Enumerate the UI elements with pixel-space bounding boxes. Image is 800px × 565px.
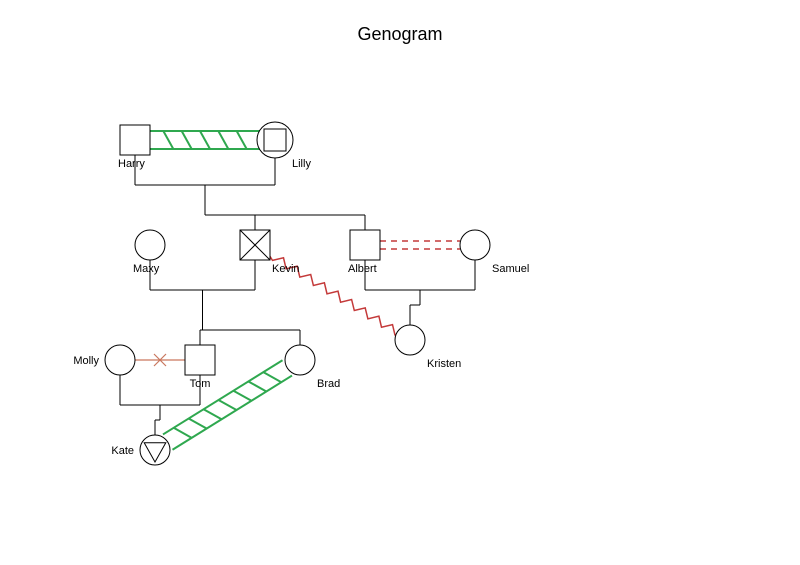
person-label-samuel: Samuel — [492, 263, 529, 275]
person-maxy — [135, 230, 165, 260]
svg-text:Genogram: Genogram — [357, 24, 442, 44]
person-samuel — [460, 230, 490, 260]
person-kristen — [395, 325, 425, 355]
person-label-albert: Albert — [348, 263, 377, 275]
person-label-kristen: Kristen — [427, 358, 461, 370]
person-label-tom: Tom — [190, 378, 211, 390]
person-kate — [140, 435, 170, 465]
person-harry — [120, 125, 150, 155]
person-lilly — [257, 122, 293, 158]
person-label-maxy: Maxy — [133, 263, 160, 275]
person-brad — [285, 345, 315, 375]
person-label-harry: Harry — [118, 158, 145, 170]
person-tom — [185, 345, 215, 375]
person-molly — [105, 345, 135, 375]
person-label-brad: Brad — [317, 378, 340, 390]
family-lines — [120, 155, 475, 435]
person-label-lilly: Lilly — [292, 158, 311, 170]
person-label-kate: Kate — [111, 445, 134, 457]
relationship-close — [150, 131, 260, 149]
person-albert — [350, 230, 380, 260]
person-kevin — [240, 230, 270, 260]
person-label-molly: Molly — [73, 355, 99, 367]
person-label-kevin: Kevin — [272, 263, 300, 275]
